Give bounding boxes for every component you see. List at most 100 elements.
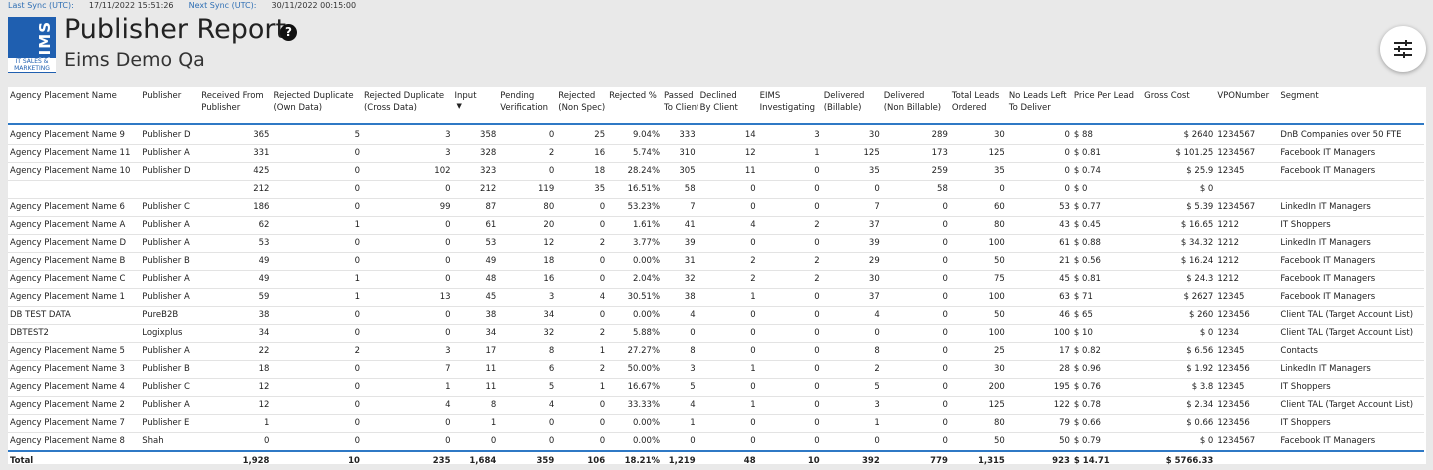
cell-eims: 2	[757, 270, 822, 289]
table-row[interactable]: Agency Placement Name D Publisher A 53 0 0 53…	[8, 234, 1424, 253]
cell-del_b: 1	[821, 414, 882, 433]
cell-pending: 0	[498, 432, 557, 452]
cell-name: Agency Placement Name 2	[8, 396, 141, 415]
table-row[interactable]: Agency Placement Name A Publisher A 62 1 0 61…	[8, 216, 1424, 235]
column-header-name[interactable]: Agency Placement Name	[8, 87, 141, 125]
cell-received: 425	[199, 162, 272, 181]
cell-left: 61	[1006, 234, 1072, 253]
column-header-total_leads[interactable]: Total Leads Ordered	[949, 87, 1007, 125]
cell-rej_ns: 25	[556, 124, 608, 145]
table-row[interactable]: Agency Placement Name 1 Publisher A 59 1 13 4…	[8, 288, 1424, 307]
column-header-sublabel: Ordered	[951, 103, 987, 113]
question-circle-icon[interactable]: ?	[280, 24, 297, 41]
column-header-ppl[interactable]: Price Per Lead	[1071, 87, 1143, 125]
column-header-received[interactable]: Received From Publisher	[199, 87, 272, 125]
column-header-del_nb[interactable]: Delivered (Non Billable)	[881, 87, 950, 125]
cell-rej_ns: 2	[556, 360, 608, 379]
cell-vpo: 12345	[1215, 342, 1279, 361]
cell-pending: 0	[498, 414, 557, 433]
column-header-rej_ns[interactable]: Rejected (Non Spec)	[556, 87, 608, 125]
cell-pending: 6	[498, 360, 557, 379]
cell-passed: 4	[662, 396, 698, 415]
cell-del_nb: 0	[881, 234, 950, 253]
cell-rej_pct: 2.04%	[607, 270, 663, 289]
cell-vpo: 1212	[1215, 252, 1279, 271]
table-row[interactable]: Agency Placement Name 6 Publisher C 186 0 99…	[8, 198, 1424, 217]
cell-vpo	[1215, 180, 1279, 199]
column-header-input[interactable]: Input ▼	[452, 87, 499, 125]
column-header-label: Agency Placement Name	[10, 91, 117, 101]
cell-publisher: PureB2B	[140, 306, 200, 325]
table-row[interactable]: Agency Placement Name C Publisher A 49 1 0 48…	[8, 270, 1424, 289]
cell-eims: 0	[757, 432, 822, 452]
column-header-gross[interactable]: Gross Cost	[1142, 87, 1216, 125]
cell-input: 38	[452, 306, 499, 325]
cell-del_nb: 0	[881, 414, 950, 433]
table-row[interactable]: Agency Placement Name 3 Publisher B 18 0 7 11…	[8, 360, 1424, 379]
column-header-rej_cross[interactable]: Rejected Duplicate (Cross Data)	[361, 87, 453, 125]
cell-total_leads: 80	[949, 216, 1007, 235]
table-row[interactable]: Agency Placement Name 5 Publisher A 22 2 3 17…	[8, 342, 1424, 361]
column-header-left[interactable]: No Leads Left To Deliver	[1006, 87, 1072, 125]
cell-name: Agency Placement Name 10	[8, 162, 141, 181]
cell-eims: 0	[757, 180, 822, 199]
table-row[interactable]: Agency Placement Name 11 Publisher A 331 0 3…	[8, 144, 1424, 163]
column-header-rej_pct[interactable]: Rejected %	[607, 87, 663, 125]
table-row[interactable]: Agency Placement Name 4 Publisher C 12 0 1 11…	[8, 378, 1424, 397]
column-header-label: Rejected	[558, 91, 596, 101]
cell-gross: $ 260	[1142, 306, 1216, 325]
column-header-rej_own[interactable]: Rejected Duplicate (Own Data)	[271, 87, 362, 125]
table-row[interactable]: Agency Placement Name 2 Publisher A 12 0 4 8 4…	[8, 396, 1424, 415]
column-header-vpo[interactable]: VPONumber	[1215, 87, 1279, 125]
total-gross: $ 5766.33	[1142, 450, 1216, 470]
cell-name: Agency Placement Name D	[8, 234, 141, 253]
cell-rej_own: 0	[271, 234, 362, 253]
table-row[interactable]: Agency Placement Name 8 Shah 0 0 0 0 0 0 0.00% 0 0…	[8, 432, 1424, 452]
cell-ppl: $ 0.79	[1071, 432, 1143, 452]
cell-name: Agency Placement Name A	[8, 216, 141, 235]
table-row[interactable]: DBTEST2 Logixplus 34 0 0 34 32 2 5.88% 0 0 0 0 0 100 10…	[8, 324, 1424, 343]
cell-left: 0	[1006, 144, 1072, 163]
cell-pending: 12	[498, 234, 557, 253]
cell-left: 122	[1006, 396, 1072, 415]
column-header-eims[interactable]: EIMS Investigating	[757, 87, 822, 125]
filter-button[interactable]	[1380, 26, 1426, 72]
cell-input: 358	[452, 124, 499, 145]
cell-segment: Facebook IT Managers	[1278, 432, 1424, 452]
sync-bar: Last Sync (UTC): 17/11/2022 15:51:26 Nex…	[8, 1, 356, 10]
cell-name: Agency Placement Name 5	[8, 342, 141, 361]
table-row[interactable]: 212 0 0 212 119 35 16.51% 58 0 0 0 58 0 0 $ 0 $ 0	[8, 180, 1424, 199]
cell-gross: $ 34.32	[1142, 234, 1216, 253]
cell-declined: 1	[697, 288, 758, 307]
cell-eims: 0	[757, 414, 822, 433]
cell-pending: 18	[498, 252, 557, 271]
column-header-declined[interactable]: Declined By Client	[697, 87, 758, 125]
column-header-sublabel: (Cross Data)	[363, 103, 417, 113]
cell-gross: $ 24.3	[1142, 270, 1216, 289]
table-row[interactable]: Agency Placement Name 9 Publisher D 365 5 3 3…	[8, 124, 1424, 145]
cell-input: 11	[452, 378, 499, 397]
cell-rej_pct: 0.00%	[607, 432, 663, 452]
cell-declined: 0	[697, 432, 758, 452]
table-row[interactable]: DB TEST DATA PureB2B 38 0 0 38 34 0 0.00% 4 0 0 4 0 50…	[8, 306, 1424, 325]
cell-left: 79	[1006, 414, 1072, 433]
cell-received: 22	[199, 342, 272, 361]
cell-rej_own: 0	[271, 360, 362, 379]
cell-rej_pct: 30.51%	[607, 288, 663, 307]
sort-down-icon[interactable]: ▼	[456, 102, 462, 110]
column-header-publisher[interactable]: Publisher	[140, 87, 200, 125]
table-row[interactable]: Agency Placement Name B Publisher B 49 0 0 49…	[8, 252, 1424, 271]
total-received: 1,928	[199, 450, 272, 470]
column-header-sublabel: (Own Data)	[273, 103, 323, 113]
cell-rej_own: 0	[271, 162, 362, 181]
cell-left: 0	[1006, 124, 1072, 145]
column-header-label: No Leads Left	[1008, 91, 1067, 101]
table-row[interactable]: Agency Placement Name 10 Publisher D 425 0 1…	[8, 162, 1424, 181]
cell-ppl: $ 0.66	[1071, 414, 1143, 433]
column-header-passed[interactable]: Passed To Client	[662, 87, 698, 125]
column-header-segment[interactable]: Segment	[1278, 87, 1424, 125]
cell-eims: 0	[757, 198, 822, 217]
column-header-pending[interactable]: Pending Verification	[498, 87, 557, 125]
column-header-del_b[interactable]: Delivered (Billable)	[821, 87, 882, 125]
